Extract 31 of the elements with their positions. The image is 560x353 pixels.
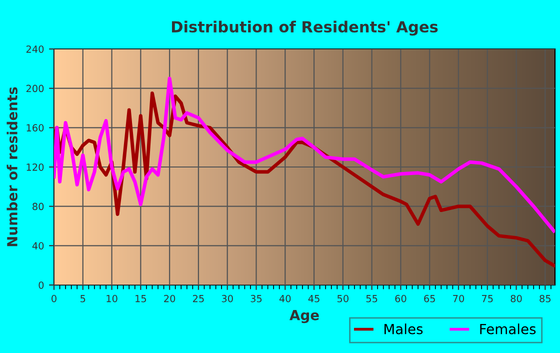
x-tick-label: 55 (366, 295, 378, 302)
x-tick-label: 60 (395, 294, 406, 302)
x-tick-label: 75 (482, 295, 493, 302)
x-tick-label: 85 (540, 294, 551, 302)
y-tick-label: 200 (26, 84, 44, 92)
x-tick-label: 45 (308, 295, 320, 302)
x-tick-label: 15 (136, 295, 146, 302)
legend-label: Males (384, 324, 423, 334)
x-tick-label: 5 (80, 295, 86, 302)
x-tick-label: 40 (279, 294, 291, 302)
x-tick-label: 70 (453, 294, 464, 302)
x-tick-label: 30 (222, 294, 233, 302)
chart-title: Distribution of Residents' Ages (172, 20, 438, 36)
y-tick-label: 160 (26, 124, 44, 132)
x-tick-label: 0 (52, 294, 56, 302)
legend-label: Females (480, 324, 536, 334)
x-tick-label: 20 (164, 294, 176, 302)
x-tick-label: 10 (106, 294, 118, 302)
y-tick-label: 80 (32, 202, 44, 210)
y-axis-title: Number of residents (6, 87, 18, 246)
y-tick-label: 40 (32, 242, 44, 250)
y-tick-label: 0 (38, 281, 44, 289)
x-tick-label: 65 (424, 294, 435, 302)
x-tick-label: 80 (510, 294, 522, 302)
x-tick-label: 25 (192, 294, 204, 302)
line-series (54, 76, 555, 233)
x-tick-label: 35 (250, 294, 262, 302)
y-tick-label: 120 (26, 163, 44, 171)
y-tick-label: 240 (26, 45, 44, 53)
x-tick-label: 50 (337, 294, 348, 302)
x-axis-title: Age (290, 310, 319, 324)
